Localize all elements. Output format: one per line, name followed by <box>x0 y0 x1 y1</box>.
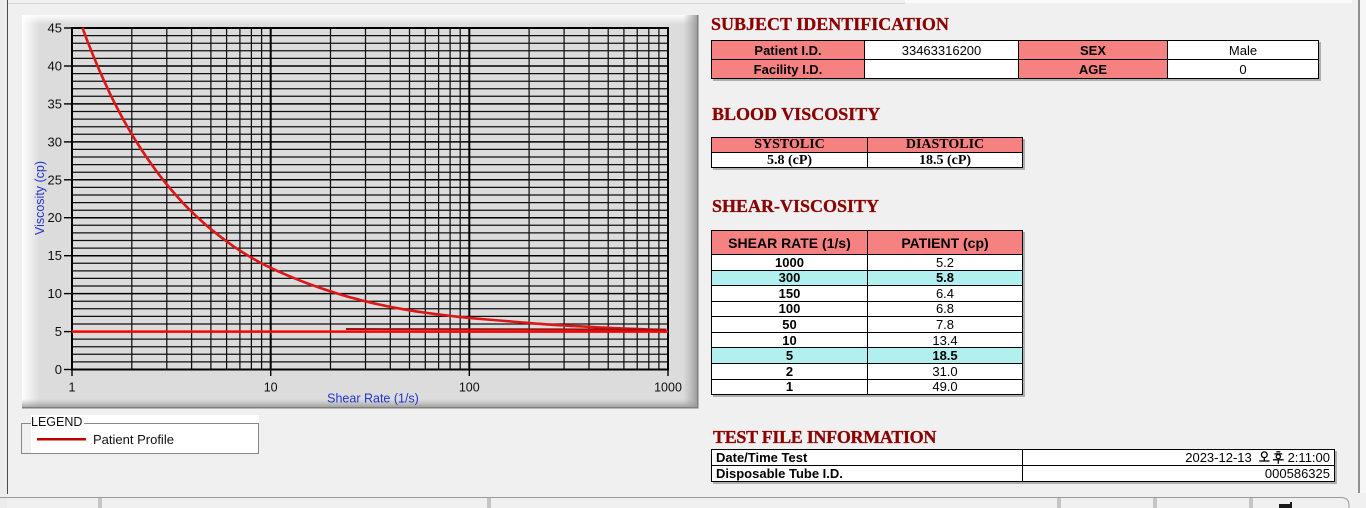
svg-text:100: 100 <box>459 381 480 395</box>
svg-text:35: 35 <box>48 96 62 111</box>
svg-text:30: 30 <box>48 134 62 149</box>
svg-text:5: 5 <box>55 324 62 339</box>
svg-text:Viscosity (cp): Viscosity (cp) <box>33 161 47 235</box>
svg-text:40: 40 <box>48 59 62 74</box>
svg-text:10: 10 <box>264 381 278 395</box>
svg-text:10: 10 <box>48 286 62 301</box>
svg-text:Shear Rate (1/s): Shear Rate (1/s) <box>327 392 419 406</box>
svg-text:15: 15 <box>48 248 62 263</box>
svg-text:45: 45 <box>48 21 62 36</box>
svg-text:20: 20 <box>48 210 62 225</box>
svg-text:1000: 1000 <box>654 381 682 395</box>
svg-text:25: 25 <box>48 172 62 187</box>
svg-text:0: 0 <box>55 362 62 377</box>
svg-text:1: 1 <box>69 381 76 395</box>
